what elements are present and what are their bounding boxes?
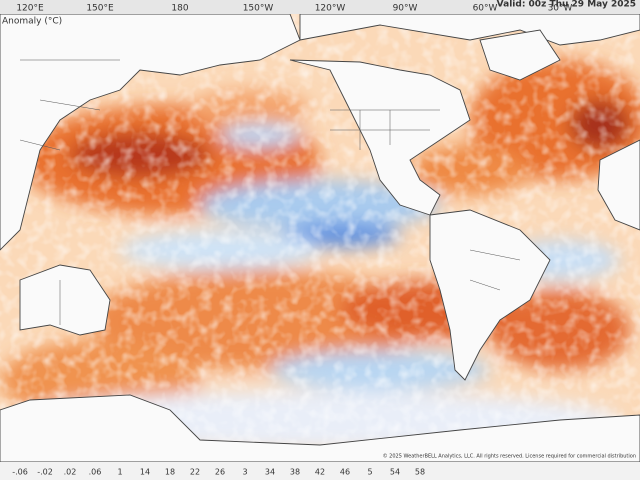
longitude-label: 120°E [16,4,44,14]
header-bar [0,0,640,14]
anomaly-label: Anomaly (°C) [2,17,62,27]
valid-time: Valid: 00z Thu 29 May 2025 [497,0,636,10]
colorbar-label: 3 [242,468,247,477]
colorbar-label: 58 [415,468,425,477]
longitude-label: 150°W [243,4,274,14]
colorbar-label: 26 [215,468,225,477]
colorbar-label: -.02 [37,468,53,477]
colorbar-label: 34 [265,468,275,477]
longitude-label: 120°W [315,4,346,14]
longitude-label: 180 [171,4,188,14]
colorbar-strip [0,462,640,480]
colorbar-label: 54 [390,468,400,477]
colorbar-label: 18 [165,468,175,477]
longitude-label: 150°E [86,4,114,14]
colorbar-label: -.06 [12,468,28,477]
colorbar-label: 42 [315,468,325,477]
colorbar-label: 5 [367,468,372,477]
colorbar-label: .02 [64,468,77,477]
colorbar-label: 38 [290,468,300,477]
longitude-label: 90°W [393,4,418,14]
colorbar-label: 22 [190,468,200,477]
colorbar-label: .06 [89,468,102,477]
colorbar-label: 14 [140,468,150,477]
land-masses [0,13,640,463]
colorbar-label: 46 [340,468,350,477]
longitude-label: 30°W [548,4,573,14]
copyright: © 2025 WeatherBELL Analytics, LLC. All r… [383,453,636,460]
colorbar-label: 1 [117,468,122,477]
longitude-label: 60°W [473,4,498,14]
